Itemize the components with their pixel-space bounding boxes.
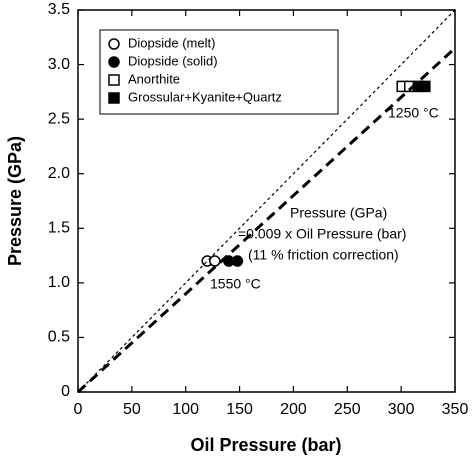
- x-tick-label: 50: [123, 401, 141, 418]
- annotation: 1250 °C: [388, 105, 439, 121]
- x-tick-label: 0: [74, 401, 83, 418]
- annotation: =0.009 x Oil Pressure (bar): [238, 226, 406, 242]
- y-tick-label: 3.0: [48, 56, 70, 73]
- legend-marker: [108, 56, 120, 68]
- annotation: Pressure (GPa): [290, 205, 387, 221]
- y-tick-label: 0: [61, 383, 70, 400]
- y-tick-label: 0.5: [48, 329, 70, 346]
- x-tick-label: 300: [388, 401, 415, 418]
- legend-box: [99, 29, 339, 115]
- line: [76, 47, 457, 394]
- y-tick-label: 2.5: [48, 110, 70, 127]
- legend-label: Anorthite: [128, 71, 180, 86]
- y-tick-label: 1.0: [48, 274, 70, 291]
- x-axis-label: Oil Pressure (bar): [190, 435, 341, 455]
- y-tick-label: 2.0: [48, 165, 70, 182]
- x-tick-label: 150: [226, 401, 253, 418]
- x-tick-label: 250: [334, 401, 361, 418]
- x-tick-label: 100: [172, 401, 199, 418]
- legend-label: Diopside (melt): [128, 35, 215, 50]
- legend-label: Grossular+Kyanite+Quartz: [128, 89, 282, 104]
- annotation: 1550 °C: [210, 276, 261, 292]
- plot-frame: [77, 9, 456, 393]
- legend-marker: [108, 38, 120, 50]
- legend-label: Diopside (solid): [128, 53, 218, 68]
- legend-marker: [108, 74, 120, 86]
- point: [209, 255, 221, 267]
- x-tick-label: 200: [280, 401, 307, 418]
- x-tick-label: 350: [442, 401, 469, 418]
- point: [419, 80, 431, 93]
- y-axis-label: Pressure (GPa): [5, 136, 25, 266]
- y-tick-label: 3.5: [48, 1, 70, 18]
- annotation: (11 % friction correction): [248, 247, 399, 263]
- point: [231, 255, 244, 267]
- legend-marker: [108, 92, 120, 104]
- y-tick-label: 1.5: [48, 220, 70, 237]
